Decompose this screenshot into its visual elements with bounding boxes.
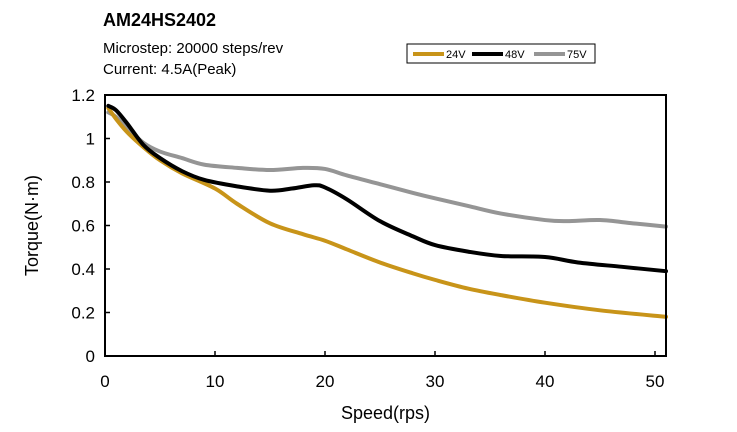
legend-label-75v: 75V (567, 49, 587, 61)
chart-subtitle-current: Current: 4.5A(Peak) (103, 61, 237, 78)
y-tick-label: 1.2 (71, 86, 95, 105)
x-tick-label: 10 (206, 372, 225, 391)
y-tick-label: 0.2 (71, 304, 95, 323)
y-tick-label: 0.6 (71, 217, 95, 236)
x-axis: 0 10 20 30 40 50 (100, 351, 664, 391)
chart-title: AM24HS2402 (103, 10, 217, 30)
chart-subtitle-microstep: Microstep: 20000 steps/rev (103, 40, 284, 57)
y-tick-label: 1 (86, 130, 95, 149)
x-tick-label: 40 (536, 372, 555, 391)
y-axis: 0 0.2 0.4 0.6 0.8 1 1.2 (71, 86, 110, 366)
legend-label-48v: 48V (505, 49, 525, 61)
y-axis-label: Torque(N·m) (22, 175, 42, 276)
y-tick-label: 0 (86, 347, 95, 366)
y-tick-label: 0.4 (71, 260, 95, 279)
x-axis-label: Speed(rps) (341, 403, 430, 423)
series-line-24v (106, 106, 668, 319)
series-line-48v (106, 103, 668, 274)
x-tick-label: 20 (316, 372, 335, 391)
x-tick-label: 0 (100, 372, 109, 391)
x-tick-label: 50 (646, 372, 665, 391)
x-tick-label: 30 (426, 372, 445, 391)
series-line-75v (106, 110, 668, 229)
legend: 24V 48V 75V (406, 43, 596, 64)
y-tick-label: 0.8 (71, 173, 95, 192)
legend-label-24v: 24V (446, 49, 466, 61)
series-layer (106, 103, 668, 319)
